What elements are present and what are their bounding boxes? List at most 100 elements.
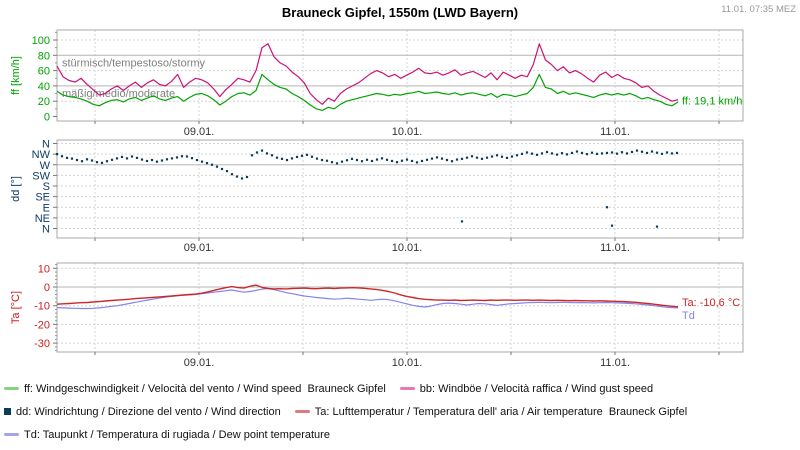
scatter-point <box>585 153 589 156</box>
scatter-point <box>210 163 214 166</box>
legend-item-dew-point: Td: Taupunkt / Temperatura di rugiada / … <box>4 429 330 441</box>
scatter-point <box>375 158 379 161</box>
scatter-point <box>460 157 464 160</box>
scatter-point <box>130 155 134 158</box>
scatter-point <box>595 152 599 155</box>
threshold-annotation: mäßig/medio/moderate <box>62 88 175 100</box>
scatter-point <box>670 152 674 155</box>
scatter-point <box>610 151 614 154</box>
y-tick-label: N <box>42 139 50 151</box>
scatter-point <box>385 158 389 161</box>
scatter-point <box>200 160 204 163</box>
legend-item-wind-gust: bb: Windböe / Velocità raffica / Wind gu… <box>399 383 653 395</box>
scatter-point <box>430 157 434 160</box>
bb-wind-gust-line <box>56 43 679 105</box>
legend-row: Td: Taupunkt / Temperatura di rugiada / … <box>4 423 800 446</box>
scatter-point <box>175 156 179 159</box>
x-axis-label: 11.01. <box>600 242 630 254</box>
scatter-point <box>455 158 459 161</box>
td-dew-point-line <box>56 287 679 310</box>
y-tick-label: 80 <box>38 50 50 62</box>
scatter-point <box>270 154 274 157</box>
scatter-outlier <box>610 224 614 227</box>
scatter-point <box>410 159 414 163</box>
scatter-point <box>235 175 239 178</box>
y-tick-label: 20 <box>38 96 50 108</box>
scatter-point <box>665 151 669 154</box>
scatter-point <box>640 150 644 153</box>
y-tick-label: 0 <box>44 282 50 294</box>
scatter-point <box>655 151 659 154</box>
scatter-point <box>70 157 74 160</box>
legend-item-wind-direction: dd: Windrichtung / Direzione del vento /… <box>4 406 281 418</box>
scatter-point <box>370 159 374 163</box>
scatter-point <box>240 177 244 180</box>
scatter-point <box>515 154 519 157</box>
scatter-point <box>440 157 444 160</box>
scatter-point <box>625 152 629 155</box>
timestamp: 11.01. 07:35 MEZ <box>721 4 796 15</box>
scatter-point <box>540 152 544 155</box>
scatter-point <box>140 158 144 161</box>
scatter-point <box>105 160 109 163</box>
y-tick-label: W <box>40 160 51 172</box>
ff-wind-speed-line <box>56 73 679 112</box>
scatter-point <box>470 155 474 158</box>
scatter-point <box>420 159 424 163</box>
scatter-point <box>530 152 534 155</box>
x-axis-label: 09.01. <box>184 357 215 369</box>
plot-frame <box>56 139 744 239</box>
scatter-point <box>260 149 264 152</box>
scatter-point <box>160 159 164 162</box>
wind-speed-chart: 100 80 60 40 20 0 09.01. 10.01. 11.01. ff [km/h] s… <box>10 29 744 138</box>
legend-row: dd: Windrichtung / Direzione del vento /… <box>4 400 800 423</box>
scatter-point <box>605 151 609 155</box>
series-end-label: ff: 19,1 km/h <box>682 95 742 107</box>
scatter-point <box>215 165 219 168</box>
scatter-point <box>580 151 584 155</box>
y-tick-label: S <box>43 181 50 193</box>
scatter-point <box>675 151 679 155</box>
scatter-point <box>275 156 279 159</box>
scatter-outlier <box>655 225 659 228</box>
scatter-point <box>560 152 564 155</box>
y-tick-label: E <box>43 202 50 214</box>
scatter-point <box>510 155 514 158</box>
scatter-point <box>320 158 324 162</box>
dew-point-legend-marker <box>4 433 19 436</box>
wind-speed-legend-marker <box>4 387 19 390</box>
scatter-point <box>245 175 249 179</box>
scatter-outlier <box>605 206 609 209</box>
scatter-point <box>90 159 94 162</box>
scatter-point <box>575 150 579 153</box>
scatter-point <box>645 151 649 155</box>
scatter-point <box>345 159 349 162</box>
scatter-point <box>190 157 194 160</box>
scatter-point <box>150 158 154 162</box>
wind-speed-axis-title: ff [km/h] <box>10 56 22 95</box>
scatter-point <box>400 159 404 162</box>
x-axis-label: 11.01. <box>600 357 630 369</box>
scatter-point <box>290 157 294 160</box>
plot-frame <box>56 262 744 353</box>
scatter-point <box>500 155 504 158</box>
scatter-point <box>305 153 309 156</box>
y-tick-label: -20 <box>34 319 50 331</box>
scatter-point <box>505 156 509 160</box>
scatter-point <box>565 153 569 156</box>
scatter-point <box>300 154 304 157</box>
x-axis-label: 10.01. <box>392 357 423 369</box>
x-axis-label: 09.01. <box>184 242 215 254</box>
scatter-point <box>250 154 254 157</box>
legend-row: ff: Windgeschwindigkeit / Velocità del v… <box>4 377 800 400</box>
scatter-point <box>395 161 399 164</box>
scatter-point <box>185 155 189 158</box>
legend: ff: Windgeschwindigkeit / Velocità del v… <box>4 377 800 446</box>
temperature-chart: 10 0 -10 -20 -30 09.01. 10.01. 11.01. Ta [°C] Ta:… <box>10 262 744 369</box>
x-axis-label: 09.01. <box>184 126 215 138</box>
scatter-point <box>135 156 139 160</box>
scatter-point <box>75 158 79 162</box>
scatter-point <box>155 160 159 163</box>
y-tick-label: -10 <box>34 301 50 313</box>
